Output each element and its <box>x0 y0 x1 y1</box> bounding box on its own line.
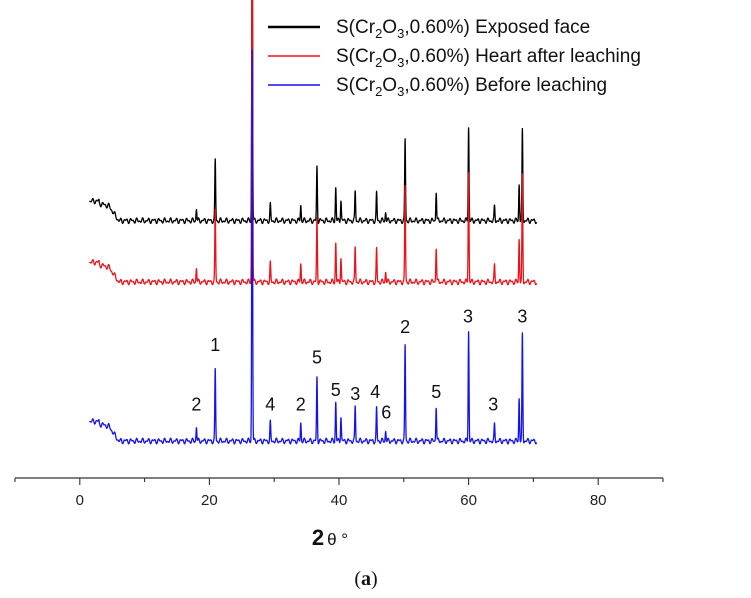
x-tick-label: 80 <box>590 492 607 509</box>
peak-label: 4 <box>265 394 275 414</box>
peak-label: 2 <box>296 394 306 414</box>
legend-label-2: S(Cr2O3,0.60%) Before leaching <box>336 75 607 99</box>
x-tick-label: 0 <box>76 492 84 509</box>
peak-label: 3 <box>350 384 360 404</box>
peak-label: 4 <box>370 382 380 402</box>
peak-label: 5 <box>431 382 441 402</box>
peak-label: 2 <box>400 317 410 337</box>
x-axis: 0 20 40 60 80 <box>14 477 664 509</box>
x-tick-label: 20 <box>201 492 218 509</box>
series-group <box>88 0 538 445</box>
legend: S(Cr2O3,0.60%) Exposed face S(Cr2O3,0.60%… <box>268 17 641 99</box>
peak-label: 3 <box>517 307 527 327</box>
peak-label: 6 <box>381 403 391 423</box>
legend-label-0: S(Cr2O3,0.60%) Exposed face <box>336 17 590 41</box>
peak-annotations: 321425534625333 <box>191 307 527 423</box>
legend-label-1: S(Cr2O3,0.60%) Heart after leaching <box>336 46 641 70</box>
x-tick-label: 60 <box>460 492 477 509</box>
peak-label: 1 <box>210 335 220 355</box>
x-tick-label: 40 <box>331 492 348 509</box>
series-line-2 <box>88 49 538 445</box>
series-line-0 <box>88 0 538 225</box>
series-line-1 <box>88 0 538 286</box>
peak-label: 5 <box>312 347 322 367</box>
peak-label: 3 <box>488 394 498 414</box>
figure-caption: (a) <box>354 568 377 590</box>
peak-label: 2 <box>191 394 201 414</box>
peak-label: 3 <box>463 307 473 327</box>
peak-label: 5 <box>331 380 341 400</box>
